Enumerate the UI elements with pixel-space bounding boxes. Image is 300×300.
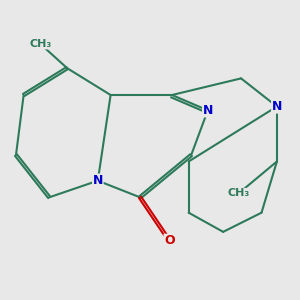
Text: N: N: [93, 174, 103, 187]
Text: CH₃: CH₃: [227, 188, 250, 199]
Text: CH₃: CH₃: [29, 39, 51, 49]
Text: N: N: [272, 100, 282, 113]
Text: O: O: [164, 234, 175, 247]
Text: N: N: [202, 104, 213, 117]
